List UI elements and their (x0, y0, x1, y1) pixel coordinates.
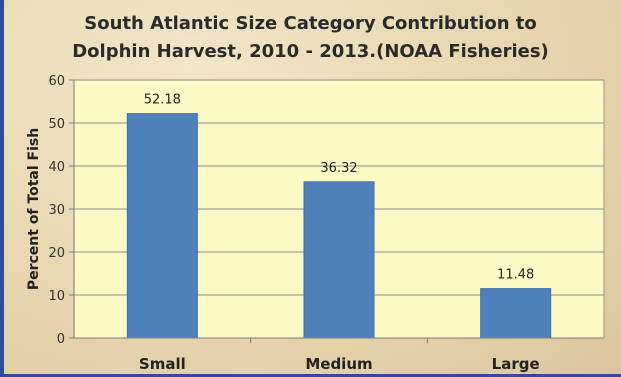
axes (73, 80, 604, 339)
bar-small (126, 113, 198, 339)
y-tick-label: 0 (57, 332, 65, 347)
value-label: 52.18 (144, 93, 181, 108)
x-tick-label: Medium (305, 355, 372, 373)
bar-large (480, 288, 552, 339)
chart-title-line-2: Dolphin Harvest, 2010 - 2013.(NOAA Fishe… (72, 41, 549, 62)
y-tick-labels: 0 10 20 30 40 50 60 (48, 74, 65, 347)
y-tick-label: 10 (48, 289, 65, 304)
y-tick-label: 30 (48, 203, 65, 218)
chart-title: South Atlantic Size Category Contributio… (20, 10, 601, 66)
y-axis-label: Percent of Total Fish (26, 128, 42, 290)
y-tick-label: 40 (48, 160, 65, 175)
x-tick-labels: Small Medium Large (139, 338, 540, 373)
value-label: 11.48 (497, 268, 534, 283)
bar-medium (303, 181, 375, 339)
bars (126, 113, 552, 339)
y-tick-label: 60 (48, 74, 65, 89)
y-tick-label: 20 (48, 246, 65, 261)
x-tick-label: Large (492, 355, 540, 373)
chart-title-line-1: South Atlantic Size Category Contributio… (84, 13, 537, 34)
y-tick-label: 50 (48, 117, 65, 132)
x-tick-label: Small (139, 355, 186, 373)
value-labels: 52.18 36.32 11.48 (144, 93, 535, 283)
value-label: 36.32 (320, 161, 357, 176)
